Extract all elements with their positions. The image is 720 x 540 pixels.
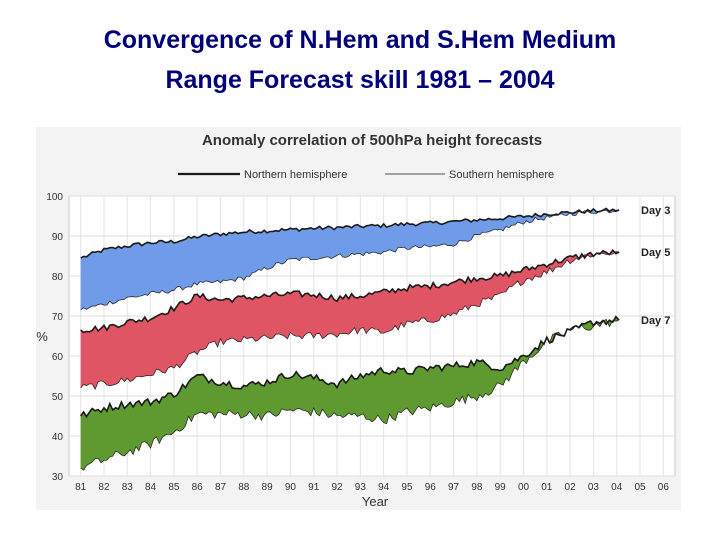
chart-title: Anomaly correlation of 500hPa height for…: [202, 132, 542, 149]
x-tick-label: 94: [378, 482, 390, 493]
slide-title: Convergence of N.Hem and S.Hem Medium Ra…: [0, 20, 720, 100]
day-7-band: [80, 316, 620, 471]
day-5-southern-line: [80, 251, 620, 391]
y-tick-label: 90: [52, 232, 64, 243]
x-tick-label: 01: [541, 482, 553, 493]
y-tick-labels: 30 40 50 60 70 80 90 100: [46, 192, 63, 483]
day-3-northern-line: [80, 207, 620, 259]
series-labels: Day 3 Day 5 Day 7: [641, 205, 670, 327]
x-tick-label: 98: [471, 482, 483, 493]
x-tick-label: 96: [425, 482, 437, 493]
x-tick-label: 85: [168, 482, 180, 493]
y-axis-label: %: [36, 329, 48, 344]
x-tick-label: 03: [588, 482, 600, 493]
hemisphere-lines: [80, 207, 620, 471]
y-tick-label: 70: [52, 312, 64, 323]
series-label-day-3: Day 3: [641, 205, 670, 217]
x-tick-label: 95: [401, 482, 413, 493]
series-label-day-5: Day 5: [641, 247, 670, 259]
x-tick-label: 02: [565, 482, 577, 493]
x-tick-label: 05: [634, 482, 646, 493]
legend-label-southern: Southern hemisphere: [449, 169, 554, 181]
x-tick-label: 81: [75, 482, 87, 493]
x-tick-label: 82: [98, 482, 110, 493]
day-7-southern-line: [80, 318, 620, 471]
day-3-southern-line: [80, 209, 620, 311]
slide-title-line-2: Range Forecast skill 1981 – 2004: [165, 66, 555, 94]
y-tick-label: 80: [52, 272, 64, 283]
x-tick-label: 00: [518, 482, 530, 493]
x-tick-label: 92: [331, 482, 343, 493]
y-tick-label: 30: [52, 472, 64, 483]
day-5-band: [80, 250, 620, 390]
day-5-northern-line: [80, 248, 620, 334]
day-7-northern-line: [80, 315, 620, 419]
series-label-day-7: Day 7: [641, 315, 670, 327]
x-tick-label: 87: [215, 482, 227, 493]
y-tick-label: 50: [52, 392, 64, 403]
y-tick-label: 100: [46, 192, 63, 203]
x-tick-label: 93: [355, 482, 367, 493]
x-tick-label: 89: [262, 482, 274, 493]
x-tick-label: 86: [192, 482, 204, 493]
y-tick-label: 60: [52, 352, 64, 363]
x-tick-label: 83: [122, 482, 134, 493]
x-tick-label: 04: [611, 482, 623, 493]
x-tick-label: 84: [145, 482, 157, 493]
slide-title-line-1: Convergence of N.Hem and S.Hem Medium: [103, 26, 617, 54]
x-tick-label: 88: [238, 482, 250, 493]
x-tick-label: 97: [448, 482, 460, 493]
x-tick-labels: 81 82 83 84 85 86 87 88 89 90 91 92 93 94 95 96 97 98 99 00…: [75, 482, 669, 493]
x-tick-label: 90: [285, 482, 297, 493]
x-tick-label: 06: [658, 482, 670, 493]
x-axis-label: Year: [362, 494, 389, 509]
legend-label-northern: Northern hemisphere: [244, 169, 347, 181]
y-tick-label: 40: [52, 432, 64, 443]
x-tick-label: 99: [495, 482, 507, 493]
x-tick-label: 91: [308, 482, 320, 493]
